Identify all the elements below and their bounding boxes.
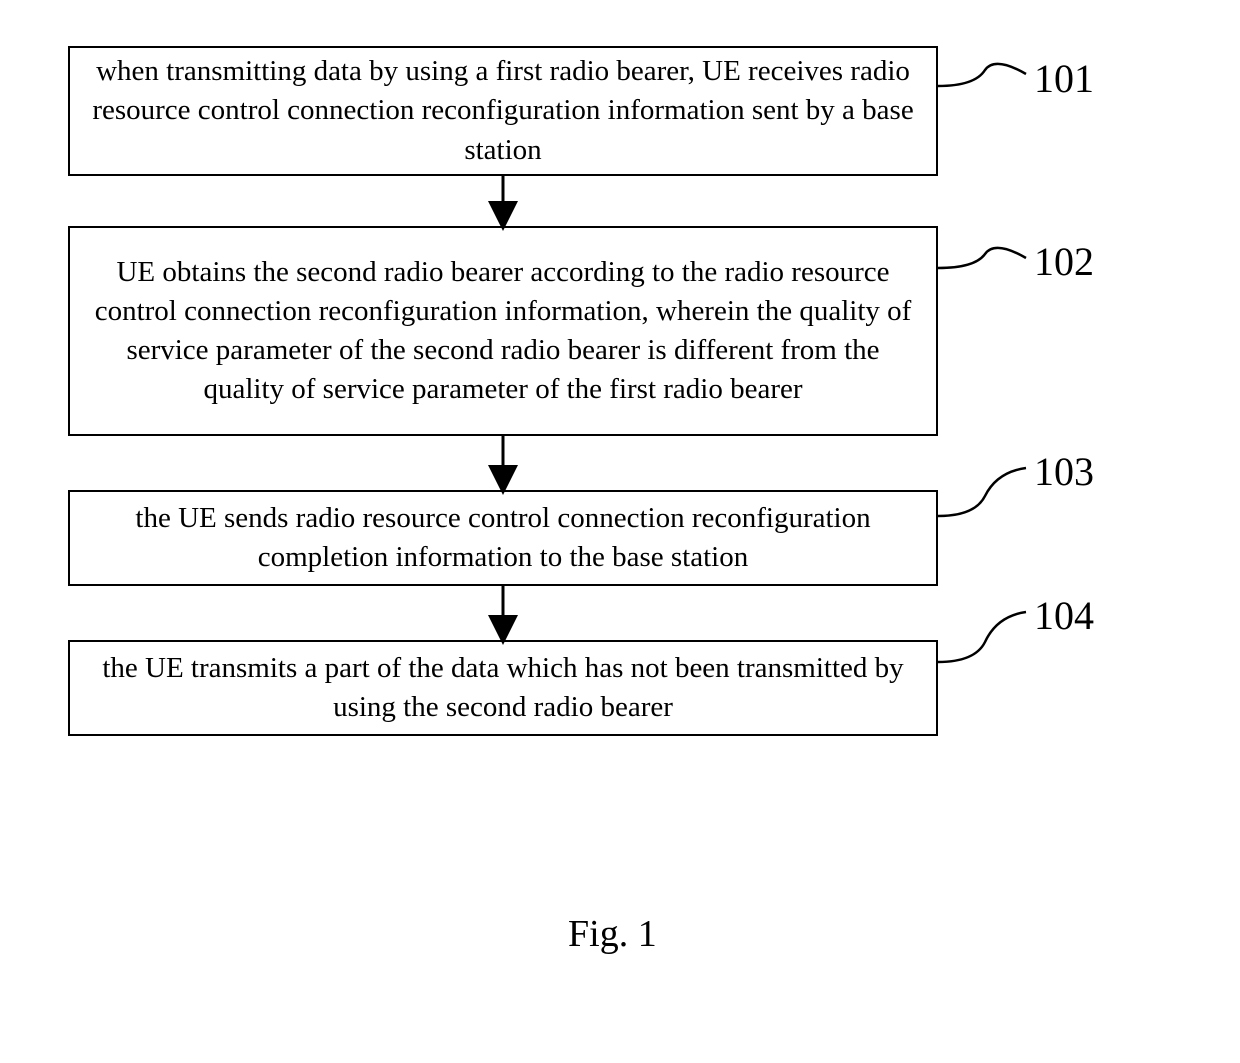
step-label-102: 102 <box>1034 238 1094 285</box>
flowchart-step-101: when transmitting data by using a first … <box>68 46 938 176</box>
figure-caption: Fig. 1 <box>568 912 657 956</box>
flowchart-step-102: UE obtains the second radio bearer accor… <box>68 226 938 436</box>
step-label-104: 104 <box>1034 592 1094 639</box>
flowchart-step-text: the UE sends radio resource control conn… <box>88 499 918 577</box>
flowchart-step-103: the UE sends radio resource control conn… <box>68 490 938 586</box>
step-label-103: 103 <box>1034 448 1094 495</box>
leader-102 <box>938 248 1026 268</box>
flowchart-step-text: when transmitting data by using a first … <box>88 52 918 169</box>
step-label-101: 101 <box>1034 55 1094 102</box>
leader-101 <box>938 64 1026 86</box>
flowchart-step-text: UE obtains the second radio bearer accor… <box>88 253 918 410</box>
flowchart-step-text: the UE transmits a part of the data whic… <box>88 649 918 727</box>
flowchart-canvas: when transmitting data by using a first … <box>0 0 1240 1063</box>
leader-104 <box>938 612 1026 662</box>
flowchart-step-104: the UE transmits a part of the data whic… <box>68 640 938 736</box>
leader-103 <box>938 468 1026 516</box>
